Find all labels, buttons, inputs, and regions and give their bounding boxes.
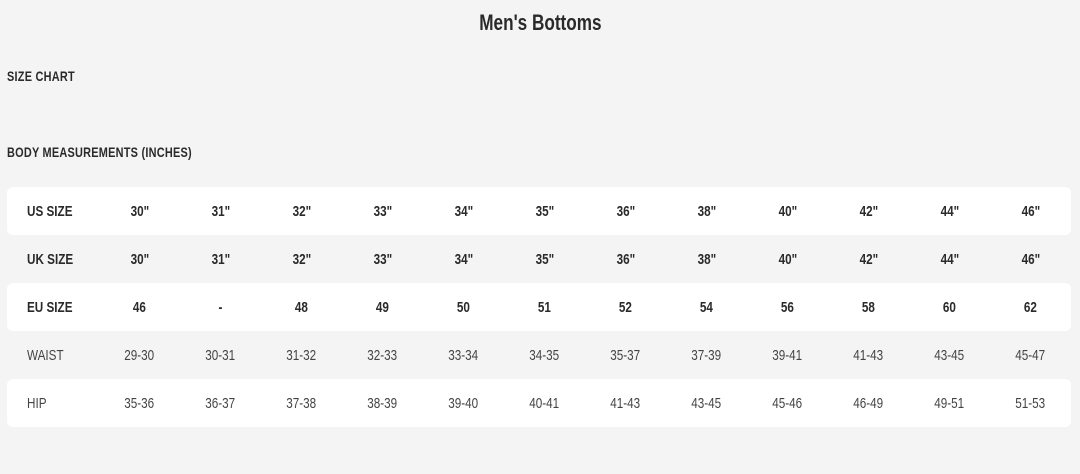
table-cell: 46"	[1021, 202, 1040, 220]
table-cell: 31-32	[286, 346, 317, 364]
table-cell: 60	[942, 298, 957, 316]
table-cell: 35-36	[124, 394, 155, 412]
table-cell: 32"	[292, 250, 311, 268]
table-cell: 45-47	[1015, 346, 1046, 364]
table-cell: 38-39	[367, 394, 398, 412]
table-cell: 33"	[373, 250, 392, 268]
table-cell: -	[218, 298, 223, 316]
table-cell: 30-31	[205, 346, 236, 364]
table-cell: 43-45	[934, 346, 965, 364]
table-cell: 40"	[778, 202, 797, 220]
table-cell: 41-43	[610, 394, 641, 412]
table-cell: 37-38	[286, 394, 317, 412]
row-label: US SIZE	[27, 202, 73, 220]
row-label: HIP	[27, 394, 47, 412]
table-cell: 36-37	[205, 394, 236, 412]
table-cell: 49	[375, 298, 390, 316]
table-cell: 51	[537, 298, 552, 316]
table-cell: 31"	[211, 250, 230, 268]
table-row-eu-size: EU SIZE 46 - 48 49 50 51 52 54 56 58 60 62	[7, 283, 1071, 331]
body-measurements-heading: BODY MEASUREMENTS (INCHES)	[7, 144, 192, 160]
table-cell: 34"	[454, 202, 473, 220]
table-cell: 32"	[292, 202, 311, 220]
table-cell: 40"	[778, 250, 797, 268]
table-cell: 62	[1023, 298, 1038, 316]
table-cell: 46-49	[853, 394, 884, 412]
table-row-waist: WAIST 29-30 30-31 31-32 32-33 33-34 34-35 35-37…	[7, 331, 1071, 379]
table-cell: 38"	[697, 202, 716, 220]
table-cell: 46"	[1021, 250, 1040, 268]
table-cell: 30"	[130, 202, 149, 220]
table-cell: 33-34	[448, 346, 479, 364]
table-cell: 56	[780, 298, 795, 316]
table-row-hip: HIP 35-36 36-37 37-38 38-39 39-40 40-41 41-43 43…	[7, 379, 1071, 427]
table-cell: 37-39	[691, 346, 722, 364]
table-cell: 50	[456, 298, 471, 316]
table-cell: 34-35	[529, 346, 560, 364]
table-cell: 44"	[940, 202, 959, 220]
table-cell: 38"	[697, 250, 716, 268]
table-cell: 39-40	[448, 394, 479, 412]
row-label: UK SIZE	[27, 250, 74, 268]
table-cell: 49-51	[934, 394, 965, 412]
table-cell: 35-37	[610, 346, 641, 364]
table-cell: 41-43	[853, 346, 884, 364]
table-cell: 39-41	[772, 346, 803, 364]
table-cell: 34"	[454, 250, 473, 268]
table-cell: 45-46	[772, 394, 803, 412]
table-cell: 35"	[535, 250, 554, 268]
row-label: WAIST	[27, 346, 64, 364]
size-table: US SIZE 30" 31" 32" 33" 34" 35" 36" 38" 40" 42" 44"…	[7, 187, 1071, 427]
table-cell: 44"	[940, 250, 959, 268]
table-cell: 35"	[535, 202, 554, 220]
table-row-uk-size: UK SIZE 30" 31" 32" 33" 34" 35" 36" 38" 40" 42" 44"…	[7, 235, 1071, 283]
table-cell: 48	[294, 298, 309, 316]
table-cell: 31"	[211, 202, 230, 220]
table-row-us-size: US SIZE 30" 31" 32" 33" 34" 35" 36" 38" 40" 42" 44"…	[7, 187, 1071, 235]
table-cell: 54	[699, 298, 714, 316]
size-chart-heading: SIZE CHART	[7, 68, 75, 84]
table-cell: 40-41	[529, 394, 560, 412]
page-title: Men's Bottoms	[478, 10, 602, 35]
table-cell: 42"	[859, 202, 878, 220]
table-cell: 46	[132, 298, 147, 316]
table-cell: 30"	[130, 250, 149, 268]
table-cell: 43-45	[691, 394, 722, 412]
table-cell: 58	[861, 298, 876, 316]
table-cell: 29-30	[124, 346, 155, 364]
row-label: EU SIZE	[27, 298, 73, 316]
table-cell: 52	[618, 298, 633, 316]
table-cell: 36"	[616, 202, 635, 220]
table-cell: 36"	[616, 250, 635, 268]
table-cell: 32-33	[367, 346, 398, 364]
table-cell: 33"	[373, 202, 392, 220]
table-cell: 42"	[859, 250, 878, 268]
table-cell: 51-53	[1015, 394, 1046, 412]
